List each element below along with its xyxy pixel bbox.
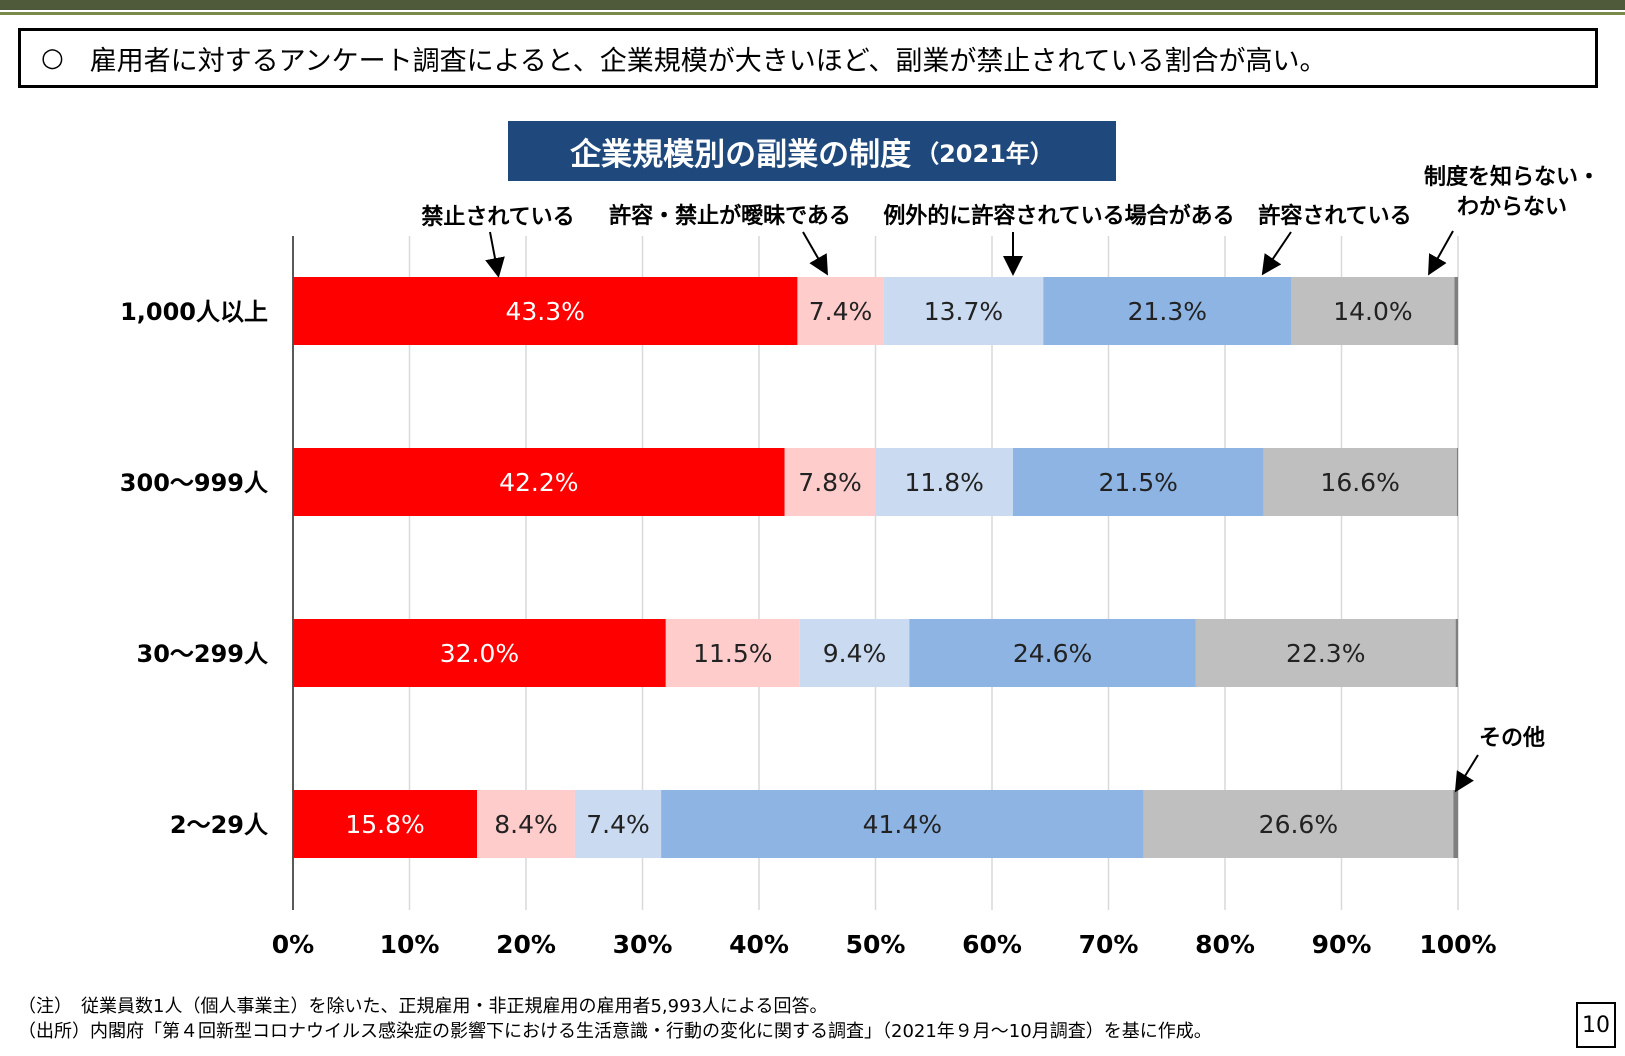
x-tick-label: 50%: [846, 930, 906, 959]
bar-segment: [1195, 619, 1456, 687]
category-label: 30～299人: [137, 640, 269, 668]
footnote-source: （出所）内閣府「第４回新型コロナウイルス感染症の影響下における生活意識・行動の変…: [18, 1021, 1212, 1042]
bar-segment: [883, 277, 1044, 345]
data-label: 41.4%: [863, 810, 942, 839]
headline-box: ○ 雇用者に対するアンケート調査によると、企業規模が大きいほど、副業が禁止されて…: [18, 28, 1598, 88]
bar-segment: [293, 277, 798, 345]
bar-segment: [1263, 448, 1457, 516]
bar-segment: [574, 790, 662, 858]
bar-segment: [784, 448, 876, 516]
chart-title-year: （2021年）: [915, 139, 1054, 168]
category-label: 300～999人: [120, 469, 268, 497]
circle-bullet-icon: ○: [41, 43, 64, 73]
category-label: 2～29人: [170, 811, 268, 839]
data-label: 26.6%: [1259, 810, 1338, 839]
chart-title-box: 企業規模別の副業の制度 （2021年）: [508, 121, 1116, 181]
data-label: 7.8%: [798, 468, 862, 497]
data-label: 32.0%: [440, 639, 519, 668]
data-label: 42.2%: [499, 468, 578, 497]
x-tick-label: 80%: [1195, 930, 1255, 959]
x-tick-label: 40%: [729, 930, 789, 959]
series-callout-label: 禁止されている: [421, 204, 574, 230]
series-callout-label: その他: [1479, 726, 1545, 751]
bar-segment: [293, 790, 478, 858]
bar-segment: [477, 790, 575, 858]
bar-segment: [1456, 448, 1458, 516]
x-tick-label: 90%: [1312, 930, 1372, 959]
callout-arrow-icon: [802, 231, 828, 276]
bar-segment: [1043, 277, 1292, 345]
callout-arrow-icon: [1428, 230, 1454, 276]
x-tick-label: 20%: [496, 930, 556, 959]
bar-segment: [797, 277, 884, 345]
bar-segment: [1455, 619, 1458, 687]
bar-segment: [293, 448, 785, 516]
data-label: 13.7%: [924, 297, 1003, 326]
bar-segment: [293, 619, 666, 687]
callout-arrow-icon: [485, 231, 505, 278]
bar-segment: [665, 619, 800, 687]
bar-segment: [909, 619, 1196, 687]
bar-segment: [1454, 277, 1458, 345]
data-label: 24.6%: [1013, 639, 1092, 668]
bar-segment: [1012, 448, 1264, 516]
bar-segment: [1291, 277, 1455, 345]
category-label: 1,000人以上: [120, 298, 268, 326]
data-label: 11.5%: [693, 639, 772, 668]
bar-segment: [1453, 790, 1458, 858]
data-label: 8.4%: [494, 810, 558, 839]
series-callout-label: 許容されている: [1258, 203, 1411, 229]
series-callout-label: 許容・禁止が曖昧である: [609, 203, 851, 229]
data-label: 16.6%: [1320, 468, 1399, 497]
bar-segment: [1143, 790, 1454, 858]
header-band-accent: [0, 12, 1625, 15]
callout-arrow-icon: [1454, 754, 1479, 793]
data-label: 7.4%: [809, 297, 873, 326]
headline-text: 雇用者に対するアンケート調査によると、企業規模が大きいほど、副業が禁止されている…: [89, 45, 1327, 77]
series-callout-label: わからない: [1457, 195, 1567, 220]
x-tick-label: 100%: [1419, 930, 1496, 959]
bar-segment: [799, 619, 910, 687]
page-number: 10: [1576, 1002, 1616, 1048]
footnote-note: （注） 従業員数1人（個人事業主）を除いた、正規雇用・非正規雇用の雇用者5,99…: [18, 996, 828, 1017]
x-tick-label: 10%: [380, 930, 440, 959]
x-tick-label: 60%: [962, 930, 1022, 959]
bar-segment: [661, 790, 1144, 858]
x-tick-label: 30%: [613, 930, 673, 959]
chart-title: 企業規模別の副業の制度: [570, 136, 912, 173]
header-band: [0, 0, 1625, 10]
data-label: 43.3%: [506, 297, 585, 326]
stacked-bar-chart: 0% 10% 20% 30% 40% 50% 60% 70% 80% 90% 100% 1,000人以…: [120, 164, 1600, 959]
series-callout-label: 制度を知らない・: [1424, 164, 1600, 190]
callout-arrow-icon: [1261, 231, 1292, 276]
x-tick-label: 0%: [272, 930, 314, 959]
x-tick-label: 70%: [1079, 930, 1139, 959]
data-label: 7.4%: [586, 810, 650, 839]
bar-segment: [875, 448, 1013, 516]
data-label: 21.3%: [1128, 297, 1207, 326]
series-callout-label: 例外的に許容されている場合がある: [883, 203, 1234, 229]
data-label: 22.3%: [1286, 639, 1365, 668]
data-label: 11.8%: [905, 468, 984, 497]
data-label: 9.4%: [823, 639, 887, 668]
data-label: 15.8%: [345, 810, 424, 839]
data-label: 21.5%: [1098, 468, 1177, 497]
data-label: 14.0%: [1333, 297, 1412, 326]
